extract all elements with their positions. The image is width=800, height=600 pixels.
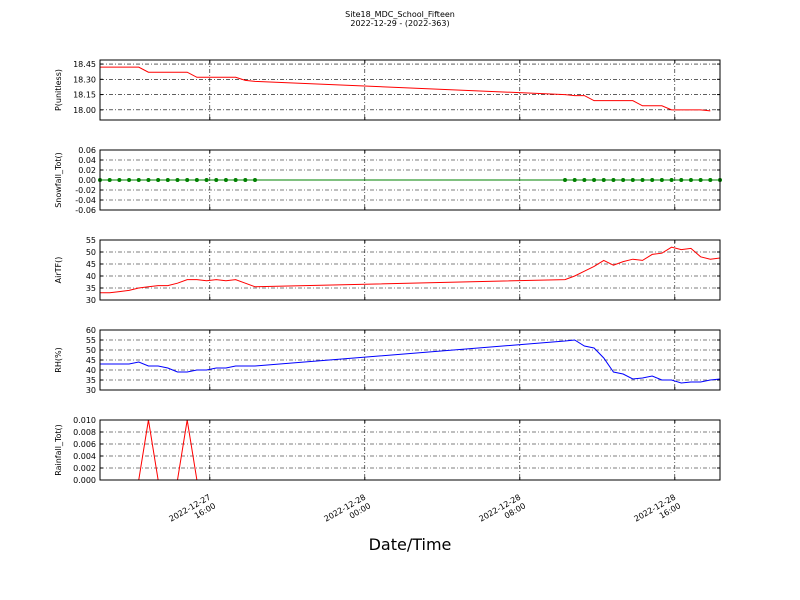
plot-frame [99,329,721,391]
data-point [621,178,626,182]
data-point [611,178,616,182]
data-point [204,178,209,182]
y-tick-label: 50 [86,248,96,257]
y-tick-label: 40 [86,272,96,281]
y-tick-label: 60 [86,326,96,335]
y-axis-label: RH(%) [54,347,63,372]
y-axis-label: Snowfall_Tot() [54,152,63,208]
y-tick-label: 18.45 [73,60,96,69]
data-point [659,178,664,182]
data-point [175,178,180,182]
data-point [185,178,190,182]
y-tick-label: 0.000 [73,476,96,485]
data-point [136,178,141,182]
data-point [563,178,567,182]
y-tick-label: 0.02 [78,166,96,175]
data-line [100,339,721,384]
y-tick-label: 18.30 [73,75,96,84]
y-tick-label: 0.06 [78,146,96,155]
data-point [165,178,170,182]
data-point [194,178,199,182]
data-line [100,246,721,294]
y-tick-label: 30 [86,296,96,305]
plot-frame [99,419,721,481]
y-tick-label: -0.06 [75,206,96,215]
data-point [640,178,645,182]
chart-subtitle: 2022-12-29 - (2022-363) [350,19,449,28]
y-tick-label: 45 [86,260,96,269]
y-tick-label: 45 [86,356,96,365]
y-tick-label: 0.004 [73,452,96,461]
data-point [572,178,577,182]
plot-frame [99,239,721,301]
y-tick-label: 0.006 [73,440,96,449]
y-tick-label: 18.15 [73,91,96,100]
data-point [214,178,219,182]
chart-title: Site18_MDC_School_Fifteen [345,10,455,19]
y-tick-label: 55 [86,336,96,345]
plot-frame [99,149,721,211]
y-tick-label: 0.008 [73,428,96,437]
data-point [233,178,238,182]
data-point [669,178,674,182]
data-point [146,178,151,182]
data-point [243,178,248,182]
data-point [156,178,161,182]
data-point [107,178,112,182]
plot-frame [99,59,721,121]
x-axis-label: Date/Time [369,535,452,554]
y-tick-label: -0.02 [75,186,96,195]
y-axis-label: AirTF() [54,257,63,284]
data-line [100,419,720,481]
y-tick-label: 50 [86,346,96,355]
data-point [253,178,257,182]
data-point [698,178,703,182]
y-tick-label: 0.04 [78,156,96,165]
data-point [708,178,713,182]
y-tick-label: 0.010 [73,416,96,425]
y-axis-label: P(unitless) [54,69,63,111]
y-tick-label: 35 [86,284,96,293]
data-point [117,178,122,182]
data-point [582,178,587,182]
y-tick-label: 35 [86,376,96,385]
data-point [592,178,597,182]
y-tick-label: -0.04 [75,196,96,205]
data-point [630,178,635,182]
y-tick-label: 0.00 [78,176,96,185]
data-point [650,178,655,182]
data-point [223,178,228,182]
y-tick-label: 40 [86,366,96,375]
y-tick-label: 18.00 [73,106,96,115]
data-point [688,178,693,182]
y-axis-label: Rainfall_Tot() [54,424,63,476]
data-line [100,66,711,112]
data-point [679,178,684,182]
y-tick-label: 0.002 [73,464,96,473]
data-point [127,178,132,182]
data-point [601,178,606,182]
y-tick-label: 55 [86,236,96,245]
y-tick-label: 30 [86,386,96,395]
